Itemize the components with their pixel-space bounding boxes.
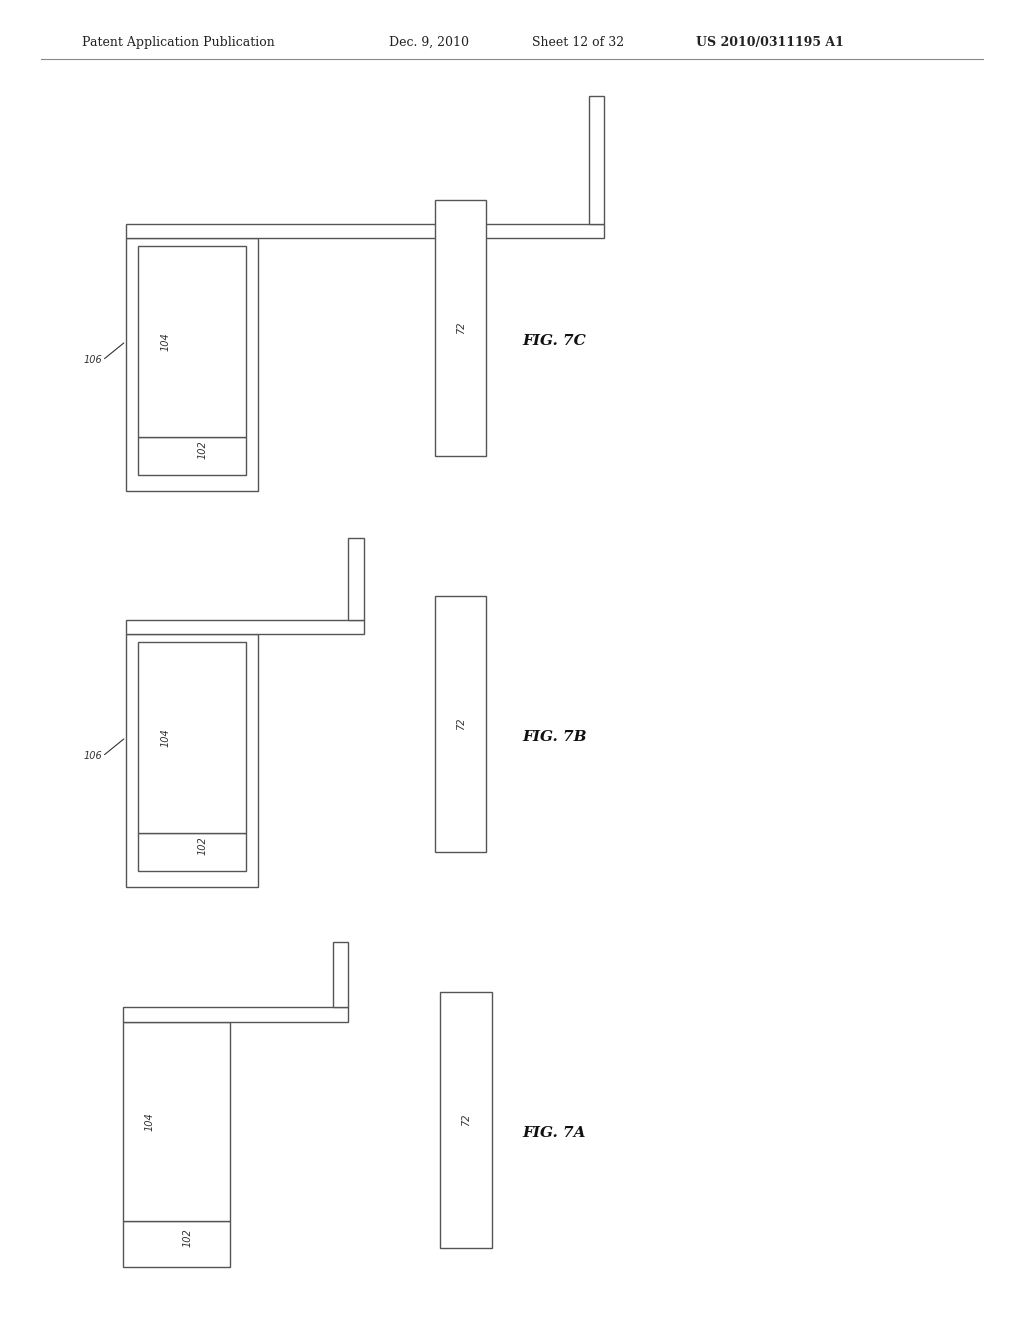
Bar [123, 1221, 230, 1267]
Text: 102: 102 [182, 1228, 193, 1247]
Text: 102: 102 [198, 836, 208, 855]
Bar [123, 1007, 348, 1022]
Bar [333, 942, 348, 1007]
Text: FIG. 7B: FIG. 7B [522, 730, 587, 744]
Text: 72: 72 [456, 322, 466, 334]
Bar [435, 595, 486, 853]
Text: FIG. 7C: FIG. 7C [522, 334, 586, 348]
Text: 106: 106 [84, 751, 102, 762]
Text: 104: 104 [144, 1113, 155, 1131]
Text: 106: 106 [84, 355, 102, 366]
Bar [126, 238, 258, 491]
Bar [123, 1022, 230, 1221]
Text: 72: 72 [461, 1114, 471, 1126]
Text: Dec. 9, 2010: Dec. 9, 2010 [389, 36, 469, 49]
Bar [126, 224, 604, 238]
Bar [126, 634, 258, 887]
Bar [138, 437, 246, 475]
Bar [589, 96, 604, 224]
Text: Sheet 12 of 32: Sheet 12 of 32 [532, 36, 625, 49]
Bar [348, 539, 364, 620]
Text: 104: 104 [160, 727, 170, 747]
Text: US 2010/0311195 A1: US 2010/0311195 A1 [696, 36, 844, 49]
Text: 72: 72 [456, 718, 466, 730]
Bar [138, 246, 246, 437]
Text: 102: 102 [198, 440, 208, 459]
Text: FIG. 7A: FIG. 7A [522, 1126, 586, 1140]
Bar [138, 642, 246, 833]
Bar [435, 199, 486, 457]
Bar [138, 833, 246, 871]
Bar [126, 620, 364, 634]
Bar [440, 991, 492, 1249]
Text: 104: 104 [160, 331, 170, 351]
Text: Patent Application Publication: Patent Application Publication [82, 36, 274, 49]
